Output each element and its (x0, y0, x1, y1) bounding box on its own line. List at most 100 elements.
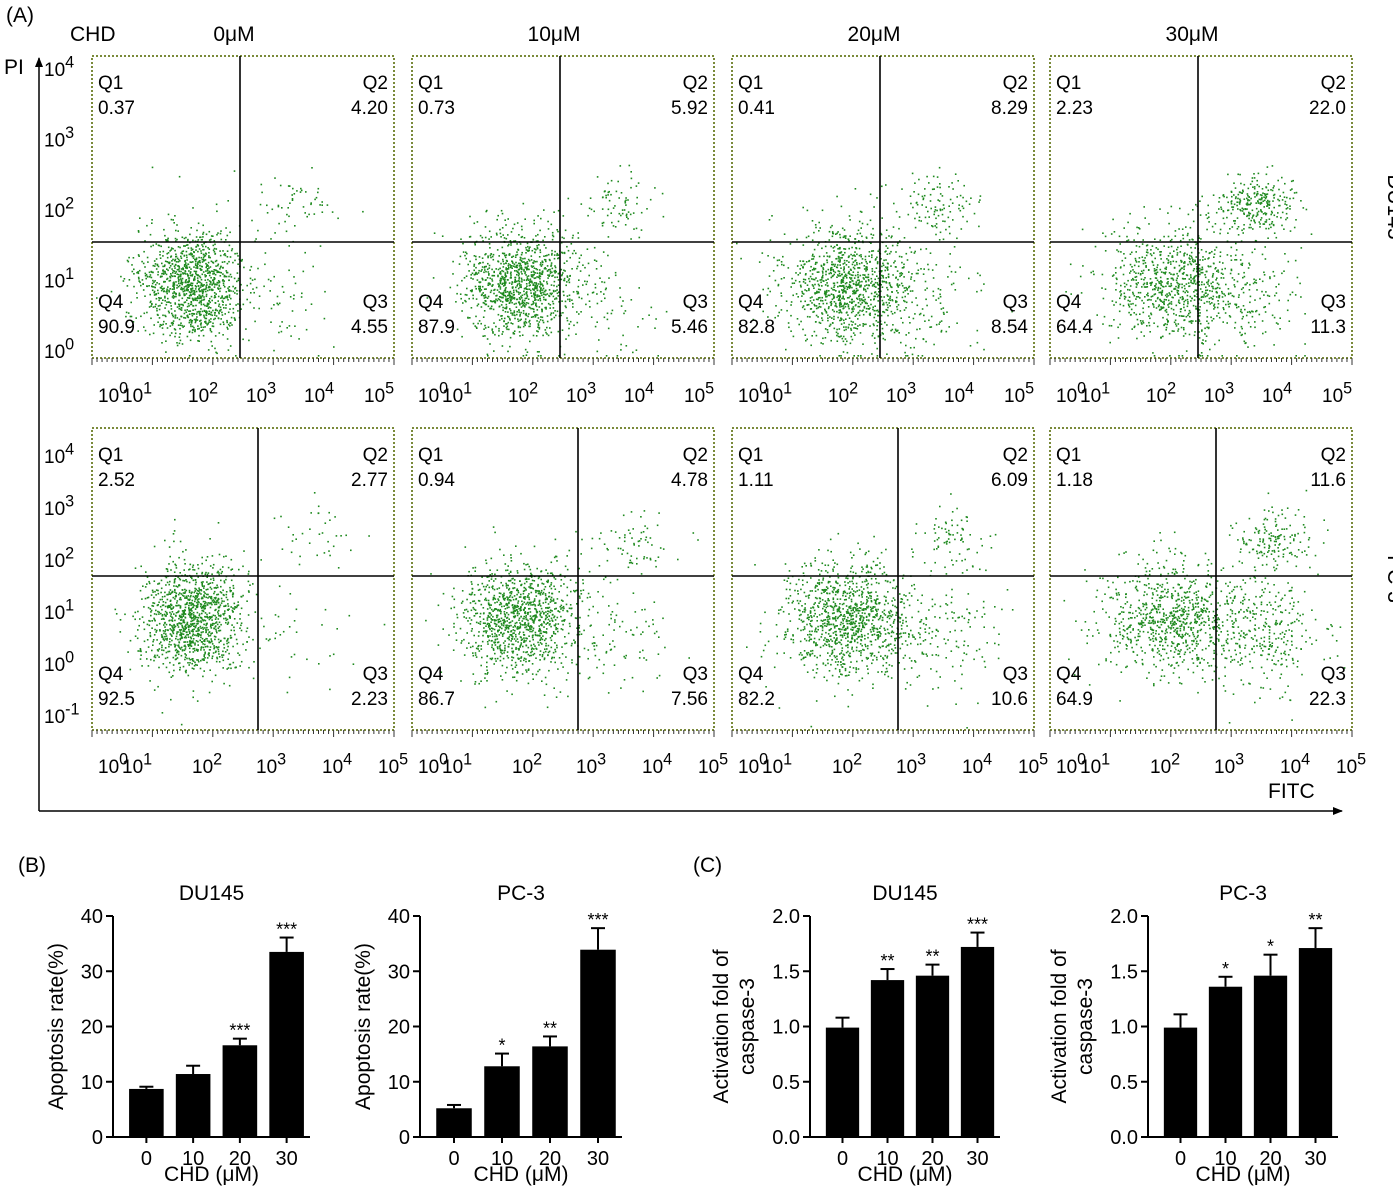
flow-dot (1215, 287, 1218, 290)
flow-dot (838, 328, 841, 330)
flow-dot (812, 299, 815, 301)
flow-dot (521, 302, 524, 305)
flow-dot (186, 297, 189, 299)
flow-dot (876, 275, 878, 277)
flow-dot (872, 323, 875, 325)
flow-dot (637, 326, 639, 328)
flow-dot (222, 304, 224, 306)
flow-dot (925, 206, 927, 208)
flow-dot (762, 310, 764, 313)
flow-dot (1154, 272, 1156, 275)
flow-dot (539, 286, 541, 288)
flow-dot (843, 322, 845, 324)
flow-dot (819, 306, 822, 308)
flow-dot (1123, 264, 1125, 267)
flow-dot (154, 305, 156, 308)
flow-dot (163, 290, 166, 292)
flow-dot (171, 263, 174, 265)
flow-dot (220, 230, 222, 232)
flow-dot (861, 222, 864, 225)
flow-dot (802, 328, 804, 331)
flow-dot (505, 267, 507, 269)
flow-dot (183, 316, 185, 319)
flow-dot (882, 302, 885, 304)
flow-dot (860, 227, 862, 229)
flow-dot (861, 280, 863, 283)
quadrant-value-q1: 0.41 (738, 98, 775, 119)
flow-dot (184, 290, 186, 292)
flow-dot (873, 298, 875, 300)
flow-dot (518, 278, 520, 280)
flow-dot (876, 347, 878, 350)
flow-dot (196, 229, 198, 232)
flow-dot (199, 276, 202, 279)
flow-dot (505, 307, 508, 309)
flow-dot (843, 303, 846, 306)
flow-dot (517, 318, 519, 320)
flow-dot (1201, 271, 1204, 274)
flow-dot (213, 286, 216, 288)
flow-dot (516, 310, 518, 313)
flow-dot (210, 311, 213, 314)
flow-dot (1143, 335, 1145, 337)
flow-dot (923, 194, 926, 197)
flow-dot (162, 333, 165, 336)
flow-dot (810, 308, 813, 310)
flow-dot (887, 273, 890, 275)
flow-dot (472, 278, 474, 280)
flow-dot (176, 224, 178, 226)
flow-dot (518, 297, 521, 299)
flow-dot (938, 166, 941, 169)
flow-dot (853, 300, 855, 303)
flow-dot (168, 262, 171, 265)
flow-dot (498, 298, 501, 301)
flow-dot (202, 258, 205, 261)
flow-dot (208, 230, 211, 233)
flow-dot (552, 289, 555, 292)
flow-dot (490, 253, 492, 255)
flow-dot (505, 286, 507, 289)
flow-dot (915, 272, 918, 275)
flow-dot (909, 322, 911, 324)
flow-dot (176, 284, 178, 287)
flow-dot (529, 325, 531, 328)
flow-dot (288, 245, 290, 247)
flow-dot (906, 288, 908, 290)
flow-dot (934, 209, 937, 211)
flow-dot (790, 314, 792, 317)
flow-dot (937, 199, 939, 201)
x-tick-label: 102 (828, 379, 858, 407)
flow-dot (532, 262, 535, 264)
flow-dot (505, 296, 507, 298)
flow-dot (887, 306, 889, 309)
flow-dot (226, 262, 229, 265)
flow-dot (1194, 331, 1196, 333)
flow-dot (173, 287, 175, 289)
flow-dot (571, 252, 574, 255)
flow-dot (190, 282, 192, 284)
quadrant-value-q4: 82.8 (738, 317, 775, 338)
flow-dot (600, 300, 603, 302)
flow-dot (532, 307, 534, 310)
flow-dot (270, 321, 272, 323)
flow-dot (576, 321, 579, 324)
flow-dot (474, 243, 476, 246)
flow-dot (202, 334, 205, 337)
flow-dot (160, 302, 163, 304)
flow-dot (547, 269, 550, 271)
flow-dot (211, 283, 213, 285)
flow-dot (1204, 295, 1207, 298)
flow-dot (499, 281, 502, 283)
flow-dot (187, 302, 190, 305)
flow-dot (509, 298, 512, 300)
flow-dot (814, 267, 817, 270)
flow-dot (1134, 257, 1137, 260)
flow-dot (1150, 284, 1152, 286)
flow-dot (174, 302, 176, 304)
flow-dot (858, 295, 860, 297)
flow-dot (917, 272, 919, 275)
flow-dot (476, 304, 479, 307)
flow-dot (491, 280, 494, 282)
flow-dot (217, 264, 219, 267)
flow-dot (210, 318, 212, 320)
